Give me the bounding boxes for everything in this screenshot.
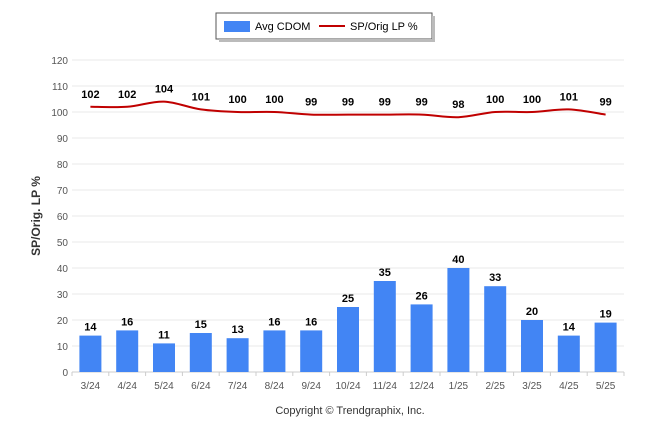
line-data-label: 98 [452,99,464,111]
bar-data-label: 25 [342,293,354,305]
bar-series [79,268,617,372]
y-tick-label: 80 [57,160,69,171]
line-path [90,100,606,119]
legend-bar-swatch [224,21,250,32]
line-data-label: 100 [486,94,504,106]
legend-shadow [432,16,435,42]
bar [484,286,507,372]
y-tick-label: 70 [57,186,69,197]
bar [116,330,139,372]
bar-data-label: 15 [195,319,207,331]
y-tick-label: 0 [62,368,68,379]
bar-data-label: 14 [84,322,97,334]
x-axis-ticks: 3/24 4/24 5/24 6/24 7/24 8/24 9/24 10/24 11/24 12… [71,372,625,392]
legend-bar-label: Avg CDOM [255,21,310,33]
y-tick-label: 100 [51,108,68,119]
data-labels: 14 102 16 102 11 104 15 101 13 100 16 100 16 99 25 99 35… [81,84,612,342]
line-data-label: 99 [379,97,391,109]
y-tick-label: 120 [51,56,68,67]
line-data-label: 100 [523,94,541,106]
bar-data-label: 16 [268,316,280,328]
x-tick-label: 7/24 [228,381,248,392]
y-tick-label: 30 [57,290,69,301]
bar-data-label: 11 [158,329,170,341]
x-tick-label: 9/24 [301,381,321,392]
bar [300,330,323,372]
bar [594,322,617,372]
bar [373,281,396,372]
bar [153,343,175,372]
x-tick-label: 4/24 [117,381,137,392]
legend-shadow-bottom [219,39,435,42]
bar [557,335,580,372]
x-tick-label: 3/25 [522,381,542,392]
x-tick-label: 5/25 [596,381,616,392]
line-data-label: 99 [305,97,317,109]
x-tick-label: 3/24 [81,381,101,392]
line-data-label: 101 [192,91,210,103]
y-tick-label: 90 [57,134,69,145]
x-tick-label: 8/24 [265,381,285,392]
x-tick-label: 1/25 [449,381,469,392]
line-data-label: 100 [228,94,246,106]
y-tick-label: 50 [57,238,69,249]
line-data-label: 99 [342,97,354,109]
x-tick-label: 4/25 [559,381,579,392]
y-tick-label: 60 [57,212,69,223]
line-series [90,100,606,119]
bar-data-label: 26 [415,290,427,302]
line-data-label: 102 [118,89,136,101]
x-tick-label: 5/24 [154,381,174,392]
bar-data-label: 16 [121,316,133,328]
line-data-label: 104 [155,84,174,96]
y-axis-title: SP/Orig. LP % [29,176,43,256]
y-tick-label: 10 [57,342,69,353]
bar [189,333,212,372]
legend-line-label: SP/Orig LP % [350,21,418,33]
bar [337,307,359,372]
x-tick-label: 11/24 [373,381,398,392]
bar [263,330,286,372]
bar-data-label: 40 [452,254,464,266]
x-tick-label: 10/24 [335,381,360,392]
line-data-label: 101 [560,91,578,103]
bar [410,304,433,372]
bar-data-label: 16 [305,316,317,328]
bar-data-label: 35 [379,267,391,279]
y-tick-label: 40 [57,264,69,275]
bar [226,338,249,372]
bar [79,335,102,372]
bar-data-label: 13 [231,324,243,336]
y-tick-label: 20 [57,316,69,327]
copyright-footer: Copyright © Trendgraphix, Inc. [275,405,424,417]
grid-lines [72,59,624,373]
line-data-label: 102 [81,89,99,101]
line-data-label: 100 [265,94,283,106]
bar [521,320,543,372]
bar-data-label: 14 [563,322,576,334]
legend: Avg CDOM SP/Orig LP % [215,12,435,42]
bar-data-label: 33 [489,272,501,284]
x-tick-label: 12/24 [409,381,434,392]
y-axis-ticks: 0 10 20 30 40 50 60 70 80 90 100 110 120 [51,56,68,379]
bar-data-label: 20 [526,306,538,318]
y-tick-label: 110 [52,82,68,93]
x-tick-label: 2/25 [485,381,505,392]
line-data-label: 99 [415,97,427,109]
x-tick-label: 6/24 [191,381,211,392]
line-data-label: 99 [599,97,611,109]
bar [447,268,470,372]
bar-data-label: 19 [599,309,611,321]
